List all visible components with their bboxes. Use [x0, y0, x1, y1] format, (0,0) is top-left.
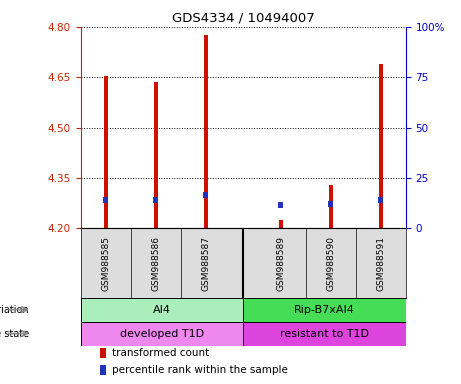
Bar [378, 64, 383, 228]
Text: GSM988589: GSM988589 [276, 235, 285, 291]
Bar [154, 197, 158, 203]
Text: transformed count: transformed count [112, 348, 209, 358]
Bar [104, 76, 108, 228]
Bar [81, 321, 243, 346]
Bar [278, 202, 283, 208]
Bar [329, 200, 333, 207]
Text: genotype/variation: genotype/variation [0, 305, 29, 314]
Text: Rip-B7xAI4: Rip-B7xAI4 [294, 305, 355, 314]
Text: developed T1D: developed T1D [120, 329, 204, 339]
Bar [279, 220, 283, 228]
Bar [243, 321, 406, 346]
Bar [329, 185, 333, 228]
Text: GSM988585: GSM988585 [101, 235, 110, 291]
Text: GSM988591: GSM988591 [376, 235, 385, 291]
Bar [378, 197, 383, 203]
Text: GSM988587: GSM988587 [201, 235, 210, 291]
Text: percentile rank within the sample: percentile rank within the sample [112, 365, 287, 375]
Bar [243, 298, 406, 321]
Bar [154, 82, 158, 228]
Text: GSM988586: GSM988586 [151, 235, 160, 291]
Text: AI4: AI4 [153, 305, 171, 314]
Title: GDS4334 / 10494007: GDS4334 / 10494007 [172, 11, 314, 24]
Text: disease state: disease state [0, 329, 29, 339]
Bar [103, 197, 108, 203]
Bar [81, 298, 243, 321]
Bar [100, 348, 106, 358]
Text: GSM988590: GSM988590 [326, 235, 335, 291]
Text: resistant to T1D: resistant to T1D [280, 329, 369, 339]
Bar [100, 365, 106, 375]
Bar [203, 192, 208, 198]
Bar [204, 35, 207, 228]
